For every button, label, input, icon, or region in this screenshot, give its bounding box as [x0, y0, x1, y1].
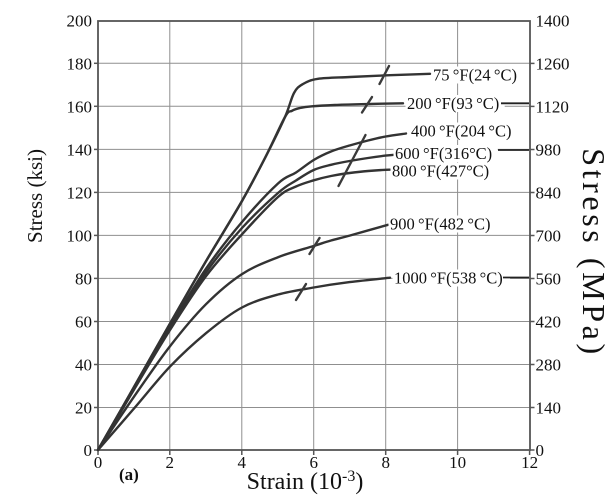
svg-text:1120: 1120 [536, 97, 569, 116]
svg-text:400 °F(204 °C): 400 °F(204 °C) [411, 122, 511, 141]
svg-text:280: 280 [536, 356, 562, 375]
svg-text:140: 140 [67, 140, 93, 159]
svg-text:700: 700 [536, 227, 562, 246]
svg-text:1000 °F(538 °C): 1000 °F(538 °C) [394, 269, 503, 288]
svg-text:420: 420 [536, 313, 562, 332]
svg-text:10: 10 [449, 453, 466, 472]
svg-text:Stress (MPa): Stress (MPa) [576, 148, 612, 357]
svg-text:80: 80 [75, 269, 92, 288]
svg-text:20: 20 [75, 399, 92, 418]
svg-text:160: 160 [67, 97, 93, 116]
svg-text:8: 8 [381, 453, 390, 472]
svg-text:560: 560 [536, 270, 562, 289]
svg-text:12: 12 [521, 453, 538, 472]
svg-text:6: 6 [309, 453, 318, 472]
svg-text:1260: 1260 [536, 54, 570, 73]
svg-text:1400: 1400 [536, 11, 570, 30]
svg-text:120: 120 [67, 183, 93, 202]
svg-text:60: 60 [75, 313, 92, 332]
svg-text:0: 0 [94, 453, 103, 472]
svg-text:75 °F(24 °C): 75 °F(24 °C) [433, 66, 517, 85]
svg-text:140: 140 [536, 399, 562, 418]
svg-text:600 °F(316°C): 600 °F(316°C) [395, 144, 492, 163]
svg-text:840: 840 [536, 184, 562, 203]
svg-text:180: 180 [67, 54, 93, 73]
svg-text:800 °F(427°C): 800 °F(427°C) [392, 162, 489, 181]
svg-text:4: 4 [238, 453, 247, 472]
svg-text:200: 200 [67, 11, 93, 30]
svg-text:2: 2 [166, 453, 175, 472]
svg-text:0: 0 [536, 441, 545, 460]
svg-text:980: 980 [536, 141, 562, 160]
svg-text:900 °F(482 °C): 900 °F(482 °C) [390, 215, 490, 234]
svg-text:Stress (ksi): Stress (ksi) [23, 149, 47, 243]
svg-text:40: 40 [75, 356, 92, 375]
svg-text:0: 0 [84, 441, 93, 460]
svg-text:100: 100 [67, 226, 93, 245]
svg-text:200 °F(93 °C): 200 °F(93 °C) [407, 94, 499, 113]
svg-text:(a): (a) [119, 465, 139, 484]
